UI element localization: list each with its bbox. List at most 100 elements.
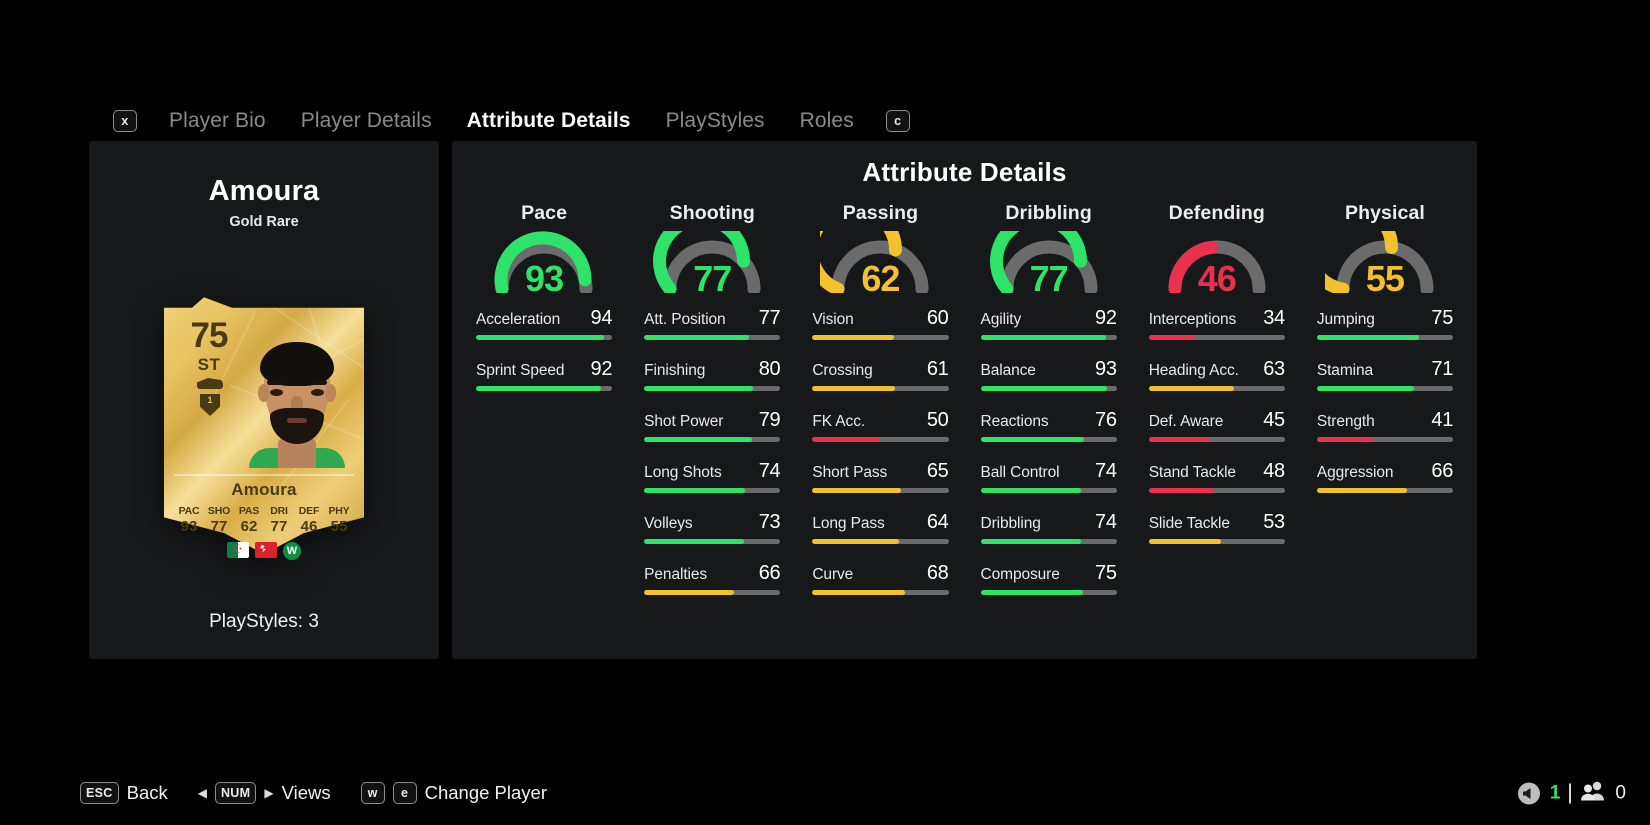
player-card[interactable]: 75 ST 1 Amoura PAC 93 SHO 77 PAS 62 DRI 77 DEF 46… [164,292,364,560]
attribute-row: Dribbling 74 [980,511,1117,544]
tab-attribute-details[interactable]: Attribute Details [466,109,631,132]
card-background [164,297,364,554]
attribute-name: Aggression [1316,464,1394,481]
attribute-column-dribbling: Dribbling 77 Agility 92 Balance 93 Reactions 76… [965,202,1133,613]
keycap-w[interactable]: w [360,782,385,804]
footer-action-change-player[interactable]: w e Change Player [360,782,547,804]
players-count: 0 [1615,782,1626,803]
attribute-bar-track [812,590,949,595]
attribute-bar-track [1148,386,1285,391]
attribute-row: Strength 41 [1316,409,1453,442]
attribute-bar-fill [1316,335,1419,340]
attribute-bar-track [812,386,949,391]
club-initial: W [286,544,298,557]
overall-gauge: 55 [1324,231,1445,297]
keycap-e[interactable]: e [392,782,417,804]
attribute-value: 66 [758,562,781,584]
attribute-bar-track [1316,488,1454,493]
player-summary-panel: Amoura Gold Rare [89,141,439,659]
card-stat-dri: DRI 77 [264,505,294,535]
attribute-value: 92 [1095,307,1117,329]
attribute-row: Jumping 75 [1316,307,1453,340]
attribute-row: Agility 92 [980,307,1117,340]
attribute-value: 68 [926,562,949,584]
footer-action-label: Change Player [424,782,547,803]
tab-prev-keycap[interactable]: x [113,110,137,132]
attribute-name: Volleys [644,515,693,532]
tab-playstyles[interactable]: PlayStyles [665,109,765,132]
attribute-columns: Pace 93 Acceleration 94 Sprint Speed 92 Shooti… [452,202,1477,613]
attribute-bar-track [644,539,781,544]
attribute-name: Long Shots [644,464,722,481]
footer-bar: ESC Back ◀ NUM ▶ Views w e Change Player 1 0 [0,761,1650,825]
tab-roles[interactable]: Roles [799,109,854,132]
tab-next-keycap[interactable]: c [885,110,910,132]
attribute-name: Strength [1316,413,1375,430]
attribute-name: Jumping [1316,311,1375,328]
card-identity-icons: W [174,541,354,560]
card-stat-phy: PHY 55 [324,505,354,535]
attribute-bar-track [980,539,1117,544]
attribute-list: Interceptions 34 Heading Acc. 63 Def. Aware 4… [1133,307,1301,562]
attribute-name: Curve [812,566,854,583]
attribute-bar-track [980,437,1117,442]
attribute-bar-fill [812,335,895,340]
attribute-row: Finishing 80 [644,358,781,391]
overall-gauge: 93 [484,231,604,297]
attribute-value: 92 [590,358,613,380]
attribute-name: FK Acc. [812,413,866,430]
playstyles-count: PlayStyles: 3 [209,611,319,632]
card-rating: 75 [190,316,229,355]
arrow-left-icon[interactable]: ◀ [197,786,207,800]
attribute-bar-track [1148,488,1285,493]
attribute-row: Stand Tackle 48 [1148,460,1285,493]
card-stat-value: 46 [300,517,318,535]
attribute-bar-fill [1148,437,1210,442]
card-rating-block: 75 ST [178,318,240,373]
attribute-name: Heading Acc. [1148,362,1239,379]
attribute-value: 65 [926,460,949,482]
attribute-bar-fill [644,488,745,493]
attribute-value: 77 [758,307,781,329]
column-title: Passing [842,202,919,224]
attribute-row: Long Shots 74 [644,460,781,493]
attribute-name: Att. Position [644,311,726,328]
attribute-row: Aggression 66 [1316,460,1454,493]
attribute-bar-track [476,386,613,391]
attribute-name: Acceleration [476,311,561,328]
attribute-bar-track [812,488,949,493]
keycap-esc[interactable]: ESC [80,782,119,804]
tab-bar: x Player Bio Player Details Attribute Deta… [0,100,1650,142]
card-stat-def: DEF 46 [294,505,324,535]
overall-value: 46 [1197,258,1237,299]
footer-actions: ESC Back ◀ NUM ▶ Views w e Change Player [80,782,577,804]
attribute-bar-fill [980,335,1106,340]
attribute-name: Balance [980,362,1036,379]
footer-action-views[interactable]: ◀ NUM ▶ Views [198,782,331,804]
overall-value: 77 [693,258,732,299]
attribute-bar-fill [812,386,896,391]
attribute-name: Agility [980,311,1022,328]
attribute-bar-track [980,386,1117,391]
keycap-num[interactable]: NUM [214,782,257,804]
card-stat-label: DEF [298,504,320,517]
player-rarity: Gold Rare [229,214,299,230]
footer-action-back[interactable]: ESC Back [80,782,168,804]
attribute-bar-track [1316,386,1454,391]
attribute-name: Shot Power [644,413,724,430]
algeria-flag-icon [227,541,249,558]
card-stat-grid: PAC 93 SHO 77 PAS 62 DRI 77 DEF 46 PHY 55 [174,505,354,535]
attribute-bar-track [1148,437,1285,442]
attribute-name: Dribbling [980,515,1041,532]
attribute-bar-fill [1316,386,1414,391]
overall-gauge: 77 [989,231,1109,297]
attribute-row: Vision 60 [812,307,949,340]
tab-player-bio[interactable]: Player Bio [169,109,266,132]
attribute-bar-track [812,437,949,442]
tab-player-details[interactable]: Player Details [300,109,432,132]
attribute-bar-track [476,335,613,340]
attribute-bar-fill [1148,488,1215,493]
attribute-value: 63 [1263,358,1285,380]
arrow-right-icon[interactable]: ▶ [264,786,274,800]
attribute-bar-track [1148,335,1285,340]
